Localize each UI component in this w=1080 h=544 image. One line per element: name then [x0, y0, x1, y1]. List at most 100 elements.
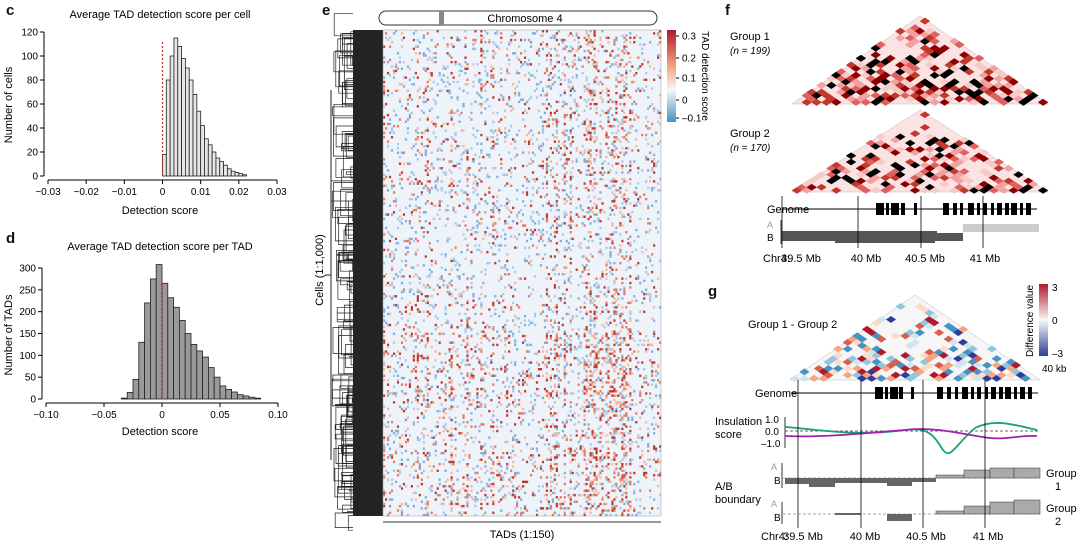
panel-label-e: e — [322, 2, 331, 19]
gene-exon — [962, 387, 968, 399]
x-tick-label: −0.01 — [112, 187, 138, 198]
x-tick-label: −0.10 — [33, 410, 59, 421]
panel-label-c: c — [6, 2, 15, 19]
y-tick-label: 120 — [21, 28, 38, 39]
histogram-bar — [184, 67, 190, 177]
gene-exon — [899, 387, 903, 399]
y-tick-label: 0 — [30, 395, 36, 406]
gene-exon — [960, 203, 963, 215]
histogram-bar — [196, 110, 202, 177]
panel-label-d: d — [6, 230, 16, 247]
axis-tick: 40 Mb — [850, 531, 881, 543]
histogram-bar — [149, 278, 157, 400]
gene-exon — [1005, 387, 1011, 399]
x-tick-label: 0.01 — [191, 187, 211, 198]
group1-n: (n = 199) — [730, 46, 770, 57]
axis-tick: 39.5 Mb — [783, 531, 823, 543]
gene-exon — [1028, 387, 1032, 399]
gene-exon — [937, 387, 943, 399]
group2-label: 2 — [1055, 516, 1061, 528]
panel-label-f: f — [725, 2, 730, 19]
insulation-line-group2 — [784, 428, 1038, 440]
ab-boundary-group1 — [783, 467, 1041, 487]
gene-exon — [875, 387, 883, 399]
group1-label: Group — [1046, 468, 1077, 480]
histogram-bar — [215, 157, 221, 177]
histogram-bar — [254, 397, 262, 400]
y-tick-label: 150 — [19, 329, 36, 340]
histogram-cells: Average TAD detection score per cell Det… — [3, 9, 287, 217]
x-axis-label: TADs (1:150) — [490, 529, 555, 541]
y-axis-label: Number of TADs — [3, 294, 15, 375]
gene-exon — [991, 203, 994, 215]
gene-exon — [953, 203, 957, 215]
axis-tick: 41 Mb — [973, 531, 1004, 543]
y-tick-label: 80 — [27, 76, 39, 87]
histogram-bar — [238, 173, 244, 177]
gene-exon — [876, 203, 884, 215]
histogram-bar — [211, 151, 217, 177]
colorbar-tick: 0 — [1052, 316, 1058, 327]
group2-n: (n = 170) — [730, 143, 770, 154]
gene-exon — [983, 203, 987, 215]
gene-exon — [1011, 203, 1017, 215]
colorbar — [667, 30, 676, 122]
y-tick-label: 20 — [27, 148, 39, 159]
y-tick-label: 100 — [21, 52, 38, 63]
histogram-bar — [231, 391, 238, 400]
axis-tick: 39.5 Mb — [781, 253, 821, 265]
axis-prefix: Chr4: — [763, 253, 790, 265]
histogram-bar — [192, 94, 198, 177]
gene-exon — [1020, 203, 1023, 215]
difference-title: Group 1 - Group 2 — [748, 319, 837, 331]
gene-exon — [947, 387, 951, 399]
histogram-bar — [173, 37, 179, 177]
group1-label: 1 — [1055, 481, 1061, 493]
track-b-label: B — [774, 513, 781, 524]
gene-exon — [955, 387, 958, 399]
ab-label: A/B — [715, 481, 733, 493]
dendrogram — [353, 30, 383, 516]
axis-tick: 40.5 Mb — [906, 531, 946, 543]
chromosome-ideogram — [378, 10, 658, 26]
x-axis-label: Detection score — [122, 426, 198, 438]
axis-prefix: Chr4: — [761, 531, 788, 543]
histogram-bar — [204, 138, 209, 177]
colorbar-tick: 0.3 — [682, 32, 696, 43]
y-tick-label: 250 — [19, 285, 36, 296]
gene-exon — [1014, 387, 1017, 399]
histogram-bar — [162, 153, 167, 177]
gene-exon — [991, 387, 996, 399]
insulation-label: score — [715, 429, 742, 441]
gene-exon — [977, 203, 980, 215]
histogram-bar — [202, 356, 209, 400]
gene-exon — [886, 203, 889, 215]
track-b-label: B — [774, 476, 781, 487]
compartment-a-block — [963, 224, 1039, 232]
histogram-bar — [207, 144, 213, 177]
histogram-bar — [242, 174, 247, 177]
histogram-bar — [173, 306, 180, 400]
heatmap-panel: Chromosome 4 TADs (1:150) Cells (1:1,000… — [315, 10, 710, 541]
y-tick-label: 50 — [25, 373, 37, 384]
gene-exon — [997, 203, 1002, 215]
y-tick-label: 300 — [19, 264, 36, 275]
insulation-tick: 1.0 — [765, 415, 779, 426]
colorbar-title: Difference value — [1025, 285, 1036, 358]
track-a-label: A — [771, 499, 777, 509]
chromosome-label: Chromosome 4 — [487, 13, 562, 25]
axis-tick: 40 Mb — [851, 253, 882, 265]
gene-exon — [1020, 387, 1025, 399]
histogram-bar — [155, 264, 163, 400]
group1-name: Group 1 — [730, 31, 770, 43]
histogram-bar — [219, 161, 224, 177]
centromere-marker — [439, 11, 444, 25]
gene-exon — [914, 203, 917, 215]
histogram-bar — [230, 170, 236, 177]
histogram-bar — [177, 46, 182, 177]
histogram-bar — [190, 344, 198, 400]
insulation-tick: 0.0 — [765, 427, 779, 438]
x-tick-label: −0.03 — [35, 187, 61, 198]
insulation-label: Insulation — [715, 416, 762, 428]
histogram-bar — [219, 385, 227, 400]
